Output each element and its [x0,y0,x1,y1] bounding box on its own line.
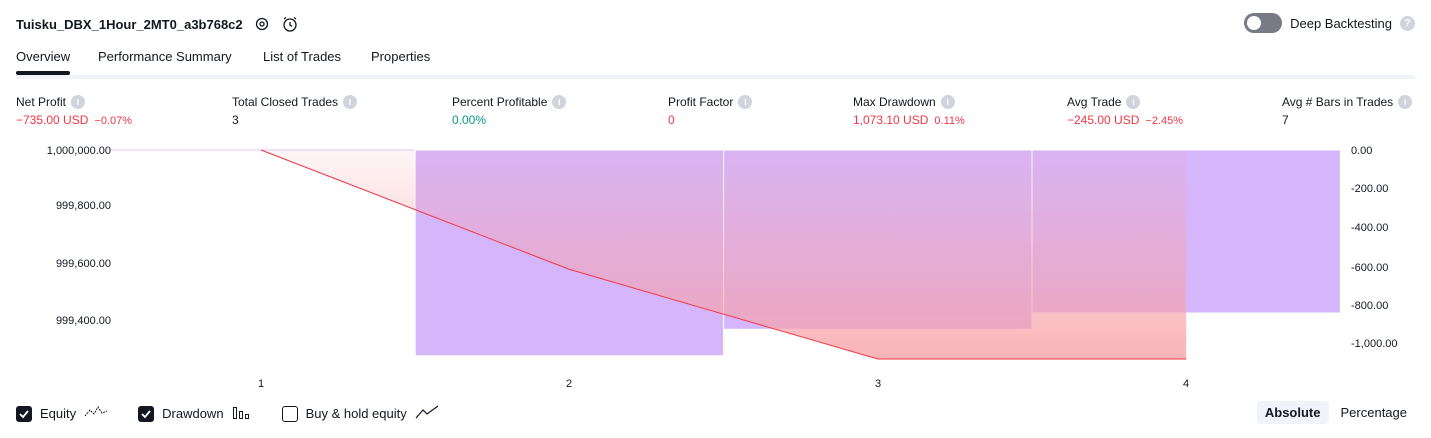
y-right-tick: -200.00 [1351,183,1388,195]
x-tick: 4 [1183,378,1189,390]
x-tick: 1 [258,378,264,390]
info-icon[interactable]: i [1126,95,1140,109]
info-icon[interactable]: i [71,95,85,109]
deep-backtesting: Deep Backtesting ? [1244,13,1415,33]
y-left-tick: 999,400.00 [56,315,111,327]
metric-avg-bars-in-trades: Avg # Bars in Trades i 7 [1282,94,1412,127]
metric-label: Max Drawdown [853,95,936,109]
metric-total-closed-trades: Total Closed Trades i 3 [232,94,357,127]
metric-percent-profitable: Percent Profitable i 0.00% [452,94,566,127]
y-right-tick: -400.00 [1351,222,1388,234]
legend-buy-hold[interactable]: Buy & hold equity [282,404,439,423]
y-right-tick: 0.00 [1351,145,1372,157]
deep-backtesting-toggle[interactable] [1244,13,1282,33]
metric-net-profit: Net Profit i −735.00 USD −0.07% [16,94,132,127]
equity-checkbox[interactable] [16,406,32,422]
y-left-tick: 1,000,000.00 [47,145,111,157]
tab-overview[interactable]: Overview [16,47,70,71]
drawdown-bar [1340,150,1341,313]
info-icon[interactable]: i [738,95,752,109]
metric-value: 1,073.10 USD [853,113,928,127]
info-icon[interactable]: i [552,95,566,109]
metric-percent: 0.11% [934,115,964,127]
absolute-button[interactable]: Absolute [1257,401,1329,424]
legend-drawdown-label: Drawdown [162,406,223,421]
metric-avg-trade: Avg Trade i −245.00 USD −2.45% [1067,94,1183,127]
gear-icon[interactable] [253,15,271,33]
chart-legend: Equity Drawdown Buy & hold equity [16,404,469,423]
metric-label: Profit Factor [668,95,733,109]
metric-value: 0 [668,113,675,127]
legend-buy-hold-label: Buy & hold equity [306,406,407,421]
y-right-tick: -800.00 [1351,300,1388,312]
x-tick: 2 [566,378,572,390]
metric-label: Percent Profitable [452,95,547,109]
help-icon[interactable]: ? [1400,16,1415,31]
metric-label: Avg Trade [1067,95,1121,109]
metric-max-drawdown: Max Drawdown i 1,073.10 USD 0.11% [853,94,965,127]
x-tick: 3 [875,378,881,390]
y-right-tick: -1,000.00 [1351,338,1397,350]
bar-chart-icon [232,404,252,423]
equity-line-icon [84,404,108,423]
metric-percent: −0.07% [94,115,132,127]
strategy-header: Tuisku_DBX_1Hour_2MT0_a3b768c2 [16,12,299,36]
y-left-tick: 999,800.00 [56,200,111,212]
trend-line-icon [415,404,439,423]
buy-hold-checkbox[interactable] [282,406,298,422]
drawdown-checkbox[interactable] [138,406,154,422]
info-icon[interactable]: i [343,95,357,109]
info-icon[interactable]: i [941,95,955,109]
legend-equity-label: Equity [40,406,76,421]
value-mode-toggle: Absolute Percentage [1257,401,1415,424]
metric-value: −245.00 USD [1067,113,1139,127]
metric-value: −735.00 USD [16,113,88,127]
info-icon[interactable]: i [1398,95,1412,109]
metric-label: Total Closed Trades [232,95,338,109]
report-tabs: Overview Performance Summary List of Tra… [16,47,1415,79]
tab-properties[interactable]: Properties [371,47,430,71]
metric-label: Avg # Bars in Trades [1282,95,1393,109]
legend-equity[interactable]: Equity [16,404,108,423]
percentage-button[interactable]: Percentage [1333,401,1416,424]
metric-value: 0.00% [452,113,486,127]
tab-performance-summary[interactable]: Performance Summary [98,47,232,71]
metric-percent: −2.45% [1145,115,1183,127]
tab-list-of-trades[interactable]: List of Trades [263,47,341,71]
y-left-tick: 999,600.00 [56,258,111,270]
equity-drawdown-chart[interactable]: 1,000,000.00 999,800.00 999,600.00 999,4… [0,138,1431,396]
metric-value: 7 [1282,113,1289,127]
metrics-row: Net Profit i −735.00 USD −0.07% Total Clos… [16,94,1415,130]
legend-drawdown[interactable]: Drawdown [138,404,251,423]
deep-backtesting-label: Deep Backtesting [1290,16,1392,31]
metric-profit-factor: Profit Factor i 0 [668,94,752,127]
alarm-clock-icon[interactable] [281,15,299,33]
metric-label: Net Profit [16,95,66,109]
metric-value: 3 [232,113,239,127]
y-right-tick: -600.00 [1351,262,1388,274]
strategy-name: Tuisku_DBX_1Hour_2MT0_a3b768c2 [16,17,243,32]
